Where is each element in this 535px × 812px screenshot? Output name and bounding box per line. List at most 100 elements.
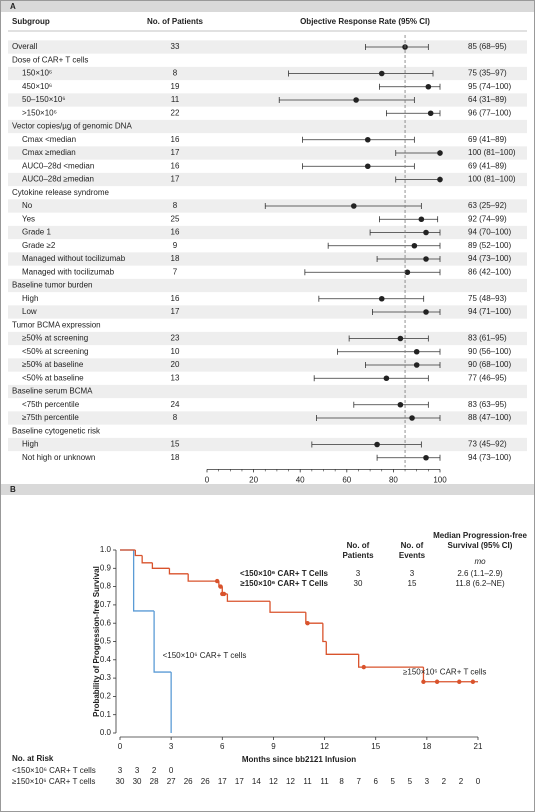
n-patients: 20 — [171, 360, 180, 369]
x-tick-label: 21 — [474, 742, 483, 751]
row-label: High — [22, 440, 38, 449]
at-risk-count: 27 — [167, 777, 176, 786]
column-header: Subgroup — [12, 17, 50, 26]
row-label: 450×10⁶ — [22, 82, 52, 91]
x-axis-title: Months since bb2121 Infusion — [242, 755, 356, 764]
table-cell: 11.8 (6.2–NE) — [455, 579, 505, 588]
row-band — [8, 40, 527, 54]
value-label: 75 (35–97) — [468, 69, 507, 78]
point-estimate — [423, 309, 429, 315]
row-label: Yes — [22, 214, 35, 223]
row-band — [8, 278, 527, 293]
row-band — [8, 437, 527, 452]
panel-label: B — [10, 485, 16, 494]
at-risk-count: 2 — [442, 777, 447, 786]
row-label: ≥50% at screening — [22, 334, 88, 343]
table-cell: 30 — [354, 579, 363, 588]
table-header: No. of Events — [398, 541, 426, 560]
table-cell: 15 — [408, 579, 417, 588]
row-label: 50–150×10⁶ — [22, 95, 66, 104]
point-estimate — [364, 163, 371, 170]
at-risk-label: <150×10⁶ CAR+ T cells — [12, 766, 96, 775]
y-tick-label: 0.6 — [100, 618, 112, 627]
at-risk-count: 28 — [150, 777, 159, 786]
n-patients: 9 — [173, 241, 178, 250]
x-tick-label: 3 — [169, 742, 174, 751]
row-label: Cmax ≥median — [22, 148, 76, 157]
unit-label: mo — [474, 557, 486, 566]
censor-mark — [434, 679, 440, 684]
x-tick-label: 100 — [433, 475, 447, 484]
row-label: High — [22, 294, 38, 303]
survival-step — [358, 654, 424, 668]
at-risk-count: 6 — [373, 777, 378, 786]
row-label: >150×10⁶ — [22, 108, 57, 117]
column-header: No. of Patients — [147, 17, 204, 26]
value-label: 94 (73–100) — [468, 254, 511, 263]
at-risk-count: 11 — [320, 777, 329, 786]
at-risk-count: 30 — [116, 777, 125, 786]
y-tick-label: 1.0 — [100, 545, 112, 554]
group-label: Baseline tumor burden — [12, 281, 93, 290]
n-patients: 22 — [171, 108, 180, 117]
value-label: 94 (70–100) — [468, 228, 511, 237]
at-risk-count: 12 — [269, 777, 278, 786]
x-tick-label: 20 — [249, 475, 258, 484]
at-risk-count: 0 — [169, 766, 174, 775]
table-row-label: <150×10⁶ CAR+ T Cells — [240, 569, 329, 578]
group-label: Cytokine release syndrome — [12, 188, 109, 197]
row-label: AUC0–28d ≥median — [22, 175, 94, 184]
row-band — [8, 252, 527, 266]
row-label: Managed without tocilizumab — [22, 254, 126, 263]
row-label: Managed with tocilizumab — [22, 267, 115, 276]
point-estimate — [353, 97, 359, 103]
n-patients: 10 — [171, 347, 180, 356]
n-patients: 23 — [171, 334, 180, 343]
row-band — [8, 146, 527, 160]
x-tick-label: 9 — [271, 742, 276, 751]
value-label: 83 (63–95) — [468, 400, 507, 409]
point-estimate — [374, 441, 380, 448]
point-estimate — [409, 415, 415, 421]
survival-step — [187, 573, 219, 582]
x-tick-label: 12 — [320, 742, 329, 751]
censor-mark — [457, 679, 462, 684]
at-risk-count: 11 — [303, 777, 312, 786]
group-label: Baseline cytogenetic risk — [12, 426, 101, 435]
column-header: Objective Response Rate (95% CI) — [300, 17, 430, 26]
point-estimate — [397, 401, 404, 408]
value-label: 75 (48–93) — [468, 294, 507, 303]
point-estimate — [437, 150, 443, 156]
row-label: ≥50% at baseline — [22, 360, 84, 369]
row-band — [8, 411, 527, 425]
value-label: 89 (52–100) — [468, 241, 511, 250]
y-tick-label: 0.4 — [100, 655, 112, 664]
at-risk-count: 2 — [459, 777, 464, 786]
at-risk-count: 5 — [391, 777, 396, 786]
point-estimate — [404, 269, 411, 276]
n-patients: 17 — [171, 148, 180, 157]
at-risk-count: 3 — [118, 766, 123, 775]
x-tick-label: 0 — [118, 742, 123, 751]
censor-mark — [221, 591, 227, 597]
censor-mark — [214, 578, 220, 584]
value-label: 100 (81–100) — [468, 148, 516, 157]
row-band — [8, 66, 527, 81]
point-estimate — [437, 176, 443, 183]
group-label: Baseline serum BCMA — [12, 387, 93, 396]
value-label: 69 (41–89) — [468, 135, 507, 144]
n-patients: 16 — [171, 135, 180, 144]
survival-step — [141, 555, 153, 564]
point-estimate — [364, 136, 371, 143]
row-label: Cmax <median — [22, 135, 76, 144]
n-patients: 17 — [171, 307, 180, 316]
n-patients: 8 — [173, 201, 178, 210]
table-cell: 3 — [410, 569, 415, 578]
censor-mark — [218, 584, 223, 589]
at-risk-count: 26 — [201, 777, 210, 786]
row-label: No — [22, 201, 33, 210]
table-header: No. of Patients — [342, 541, 374, 560]
row-label: <50% at screening — [22, 347, 89, 356]
at-risk-count: 14 — [252, 777, 261, 786]
